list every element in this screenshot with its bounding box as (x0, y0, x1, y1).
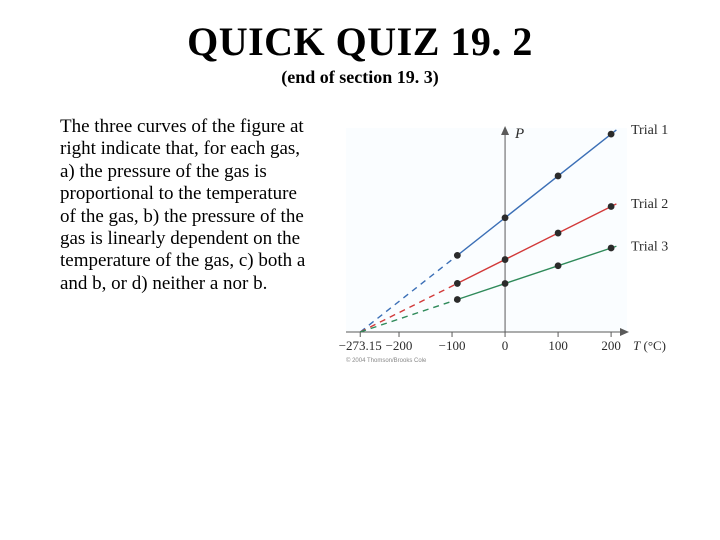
svg-text:−200: −200 (386, 338, 413, 353)
chart-container: P −273.15 −200 −100 0 100 200 T (°C) Trial 1 Tria… (323, 116, 686, 366)
svg-text:Trial 1: Trial 1 (631, 123, 668, 138)
page-title: QUICK QUIZ 19. 2 (0, 18, 720, 65)
page-subtitle: (end of section 19. 3) (0, 67, 720, 88)
svg-text:200: 200 (601, 338, 621, 353)
title-block: QUICK QUIZ 19. 2 (end of section 19. 3) (0, 0, 720, 88)
svg-text:P: P (514, 126, 524, 142)
svg-text:100: 100 (548, 338, 568, 353)
question-text: The three curves of the figure at right … (60, 116, 315, 366)
svg-text:−273.15: −273.15 (339, 338, 382, 353)
pressure-temperature-chart: P −273.15 −200 −100 0 100 200 T (°C) Trial 1 Tria… (332, 116, 677, 366)
svg-text:−100: −100 (439, 338, 466, 353)
svg-text:0: 0 (502, 338, 509, 353)
svg-text:Trial 2: Trial 2 (631, 197, 668, 212)
svg-text:T (°C): T (°C) (633, 338, 666, 353)
svg-text:Trial 3: Trial 3 (631, 239, 668, 254)
svg-text:© 2004 Thomson/Brooks Cole: © 2004 Thomson/Brooks Cole (346, 357, 427, 364)
content-row: The three curves of the figure at right … (0, 88, 720, 366)
